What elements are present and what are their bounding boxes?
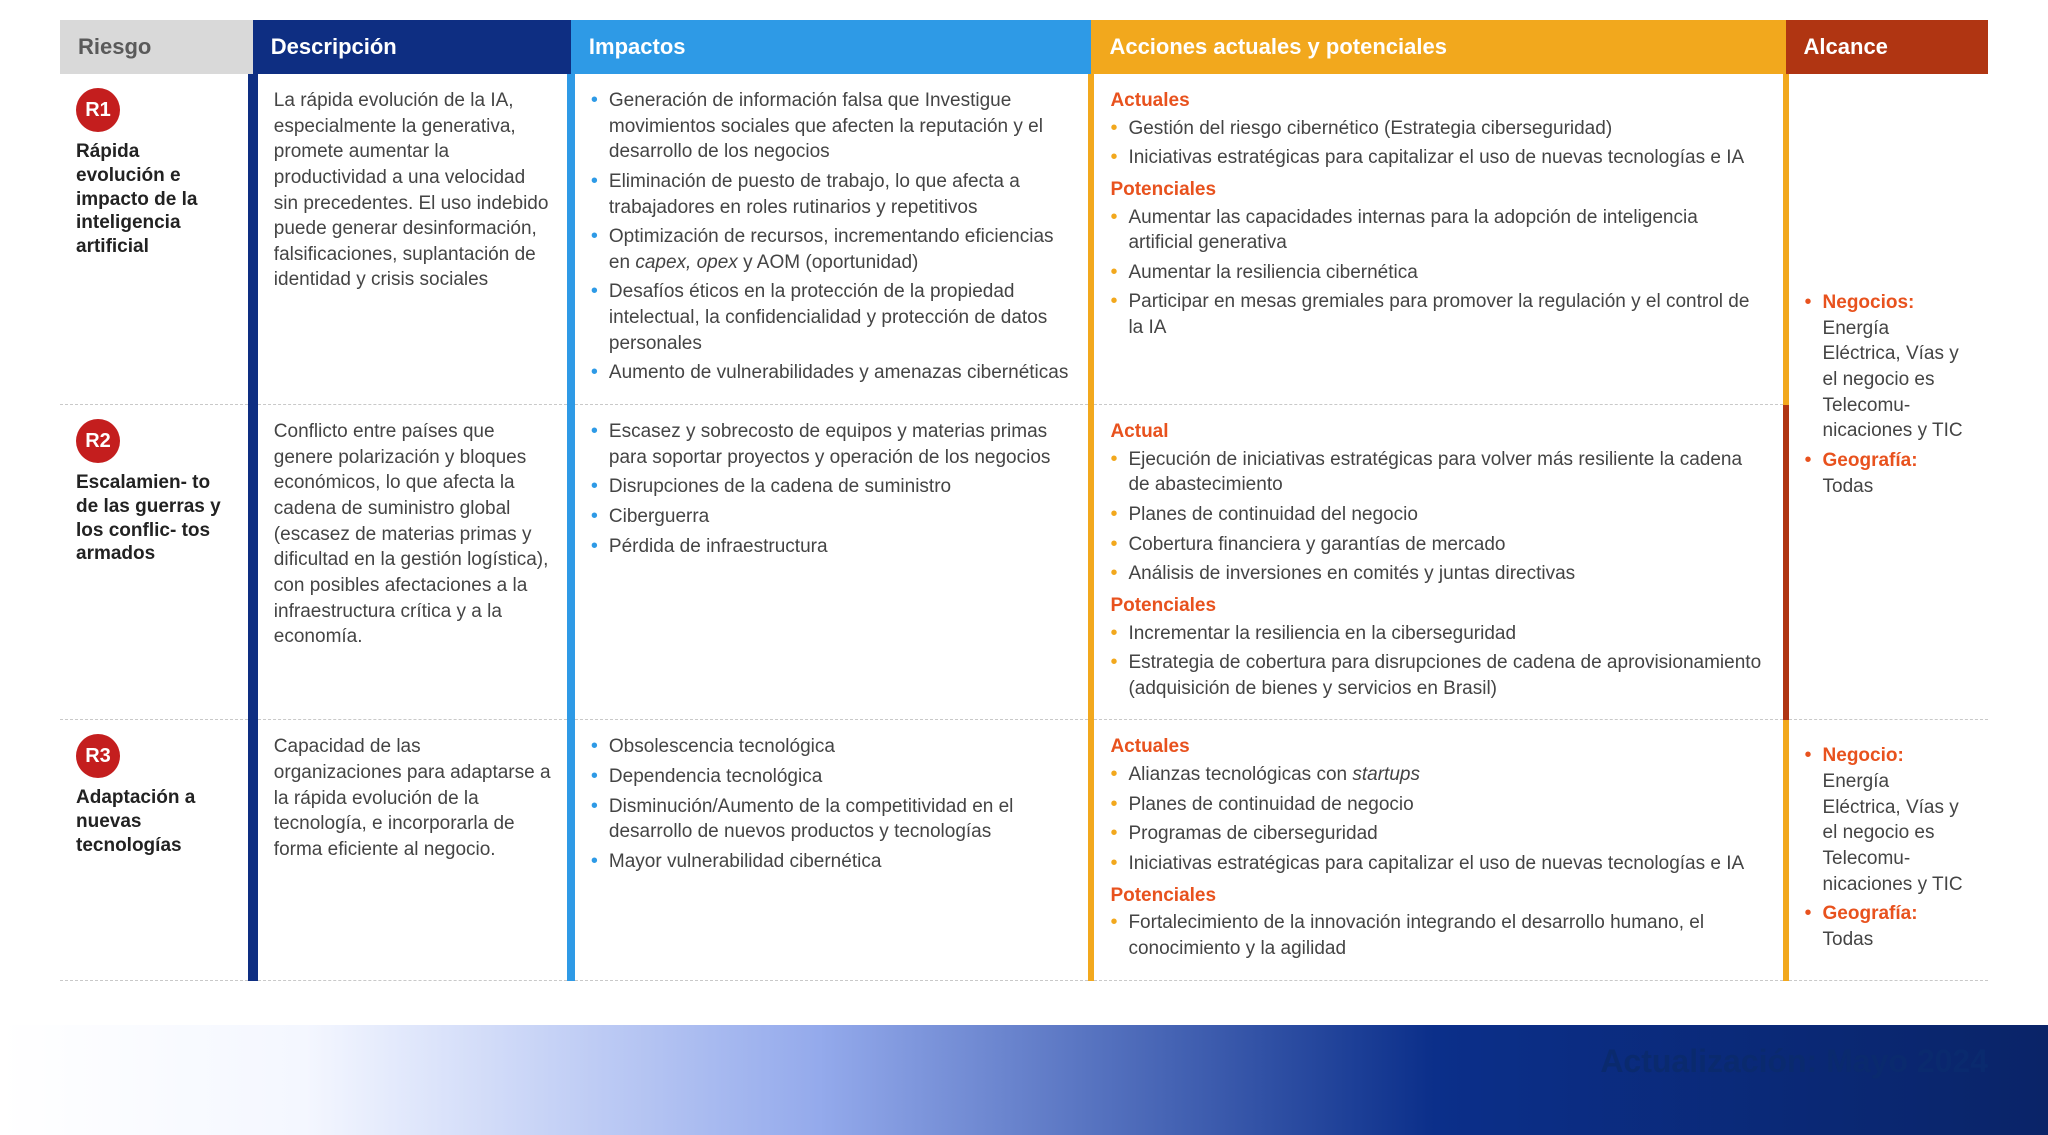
risk-badge: R3 xyxy=(76,734,120,778)
list-item: Fortalecimiento de la innovación integra… xyxy=(1110,910,1766,961)
riesgo-cell: R1 Rápida evolución e impacto de la intel… xyxy=(60,74,253,405)
alcance-cell: Negocio: Energía Eléctrica, Vías y el neg… xyxy=(1786,720,1988,980)
list-item: Obsolescencia tecnológica xyxy=(591,734,1073,760)
acciones-subhead: Actual xyxy=(1110,419,1766,445)
impactos-list: Escasez y sobrecosto de equipos y materi… xyxy=(591,419,1073,559)
risk-title: Adaptación a nuevas tecnologías xyxy=(76,786,232,857)
descripcion-cell: Conflicto entre países que genere polari… xyxy=(253,405,571,720)
list-item: Planes de continuidad del negocio xyxy=(1110,502,1766,528)
acciones-list: Aumentar las capacidades internas para l… xyxy=(1110,205,1766,341)
list-item: Estrategia de cobertura para disrupcione… xyxy=(1110,650,1766,701)
header-descripcion: Descripción xyxy=(253,20,571,74)
risk-title: Rápida evolución e impacto de la intelig… xyxy=(76,140,232,259)
list-item: Iniciativas estratégicas para capitaliza… xyxy=(1110,145,1766,171)
riesgo-cell: R2 Escalamien- to de las guerras y los co… xyxy=(60,405,253,720)
list-item: Participar en mesas gremiales para promo… xyxy=(1110,289,1766,340)
list-item: Aumentar la resiliencia cibernética xyxy=(1110,260,1766,286)
alcance-value: Todas xyxy=(1823,927,1972,953)
impactos-list: Obsolescencia tecnológica Dependencia tec… xyxy=(591,734,1073,874)
alcance-list: Negocio: Energía Eléctrica, Vías y el neg… xyxy=(1805,743,1972,952)
list-item: Ejecución de iniciativas estratégicas pa… xyxy=(1110,447,1766,498)
page-container: Riesgo Descripción Impactos Acciones act… xyxy=(0,0,2048,981)
list-item: Análisis de inversiones en comités y jun… xyxy=(1110,561,1766,587)
list-item: Aumento de vulnerabilidades y amenazas c… xyxy=(591,360,1073,386)
footer-gradient-bar xyxy=(0,1025,2048,1135)
alcance-key: Negocio: xyxy=(1823,745,1904,766)
impactos-cell: Escasez y sobrecosto de equipos y materi… xyxy=(571,405,1092,720)
alcance-value: Energía Eléctrica, Vías y el negocio es … xyxy=(1823,316,1972,444)
impactos-cell: Generación de información falsa que Inve… xyxy=(571,74,1092,405)
impactos-cell: Obsolescencia tecnológica Dependencia tec… xyxy=(571,720,1092,980)
list-item: Pérdida de infraestructura xyxy=(591,534,1073,560)
risk-title: Escalamien- to de las guerras y los conf… xyxy=(76,471,232,566)
acciones-subhead: Actuales xyxy=(1110,88,1766,114)
header-acciones: Acciones actuales y potenciales xyxy=(1091,20,1785,74)
alcance-list: Negocios: Energía Eléctrica, Vías y el ne… xyxy=(1805,290,1972,499)
alcance-cell: Negocios: Energía Eléctrica, Vías y el ne… xyxy=(1786,74,1988,720)
table-row: R3 Adaptación a nuevas tecnologías Capacid… xyxy=(60,720,1988,980)
acciones-cell: ActualEjecución de iniciativas estratégi… xyxy=(1091,405,1785,720)
acciones-subhead: Potenciales xyxy=(1110,883,1766,909)
alcance-key: Negocios: xyxy=(1823,292,1915,313)
acciones-subhead: Actuales xyxy=(1110,734,1766,760)
alcance-value: Energía Eléctrica, Vías y el negocio es … xyxy=(1823,769,1972,897)
list-item: Gestión del riesgo cibernético (Estrateg… xyxy=(1110,116,1766,142)
acciones-cell: ActualesAlianzas tecnológicas con startu… xyxy=(1091,720,1785,980)
risk-matrix-table: Riesgo Descripción Impactos Acciones act… xyxy=(60,20,1988,981)
risk-badge: R1 xyxy=(76,88,120,132)
alcance-value: Todas xyxy=(1823,474,1972,500)
list-item: Programas de ciberseguridad xyxy=(1110,821,1766,847)
acciones-list: Ejecución de iniciativas estratégicas pa… xyxy=(1110,447,1766,587)
header-riesgo: Riesgo xyxy=(60,20,253,74)
list-item: Cobertura financiera y garantías de merc… xyxy=(1110,532,1766,558)
alcance-key: Geografía: xyxy=(1823,450,1918,471)
acciones-list: Alianzas tecnológicas con startups Planes… xyxy=(1110,762,1766,877)
list-item: Alianzas tecnológicas con startups xyxy=(1110,762,1766,788)
list-item: Geografía: Todas xyxy=(1805,901,1972,952)
list-item: Disminución/Aumento de la competitividad… xyxy=(591,794,1073,845)
acciones-cell: ActualesGestión del riesgo cibernético (… xyxy=(1091,74,1785,405)
list-item: Optimización de recursos, incrementando … xyxy=(591,224,1073,275)
list-item: Aumentar las capacidades internas para l… xyxy=(1110,205,1766,256)
list-item: Dependencia tecnológica xyxy=(591,764,1073,790)
impactos-list: Generación de información falsa que Inve… xyxy=(591,88,1073,386)
list-item: Ciberguerra xyxy=(591,504,1073,530)
acciones-subhead: Potenciales xyxy=(1110,593,1766,619)
riesgo-cell: R3 Adaptación a nuevas tecnologías xyxy=(60,720,253,980)
table-row: R1 Rápida evolución e impacto de la intel… xyxy=(60,74,1988,405)
list-item: Mayor vulnerabilidad cibernética xyxy=(591,849,1073,875)
acciones-list: Fortalecimiento de la innovación integra… xyxy=(1110,910,1766,961)
table-row: R2 Escalamien- to de las guerras y los co… xyxy=(60,405,1988,720)
header-alcance: Alcance xyxy=(1786,20,1988,74)
list-item: Incrementar la resiliencia en la ciberse… xyxy=(1110,621,1766,647)
list-item: Iniciativas estratégicas para capitaliza… xyxy=(1110,851,1766,877)
alcance-key: Geografía: xyxy=(1823,903,1918,924)
list-item: Negocio: Energía Eléctrica, Vías y el neg… xyxy=(1805,743,1972,897)
list-item: Generación de información falsa que Inve… xyxy=(591,88,1073,165)
acciones-list: Incrementar la resiliencia en la ciberse… xyxy=(1110,621,1766,702)
list-item: Disrupciones de la cadena de suministro xyxy=(591,474,1073,500)
descripcion-cell: Capacidad de las organizaciones para ada… xyxy=(253,720,571,980)
risk-badge: R2 xyxy=(76,419,120,463)
list-item: Desafíos éticos en la protección de la p… xyxy=(591,279,1073,356)
descripcion-cell: La rápida evolución de la IA, especialme… xyxy=(253,74,571,405)
table-header-row: Riesgo Descripción Impactos Acciones act… xyxy=(60,20,1988,74)
list-item: Negocios: Energía Eléctrica, Vías y el ne… xyxy=(1805,290,1972,444)
acciones-subhead: Potenciales xyxy=(1110,177,1766,203)
header-impactos: Impactos xyxy=(571,20,1092,74)
acciones-list: Gestión del riesgo cibernético (Estrateg… xyxy=(1110,116,1766,171)
list-item: Eliminación de puesto de trabajo, lo que… xyxy=(591,169,1073,220)
list-item: Geografía: Todas xyxy=(1805,448,1972,499)
list-item: Escasez y sobrecosto de equipos y materi… xyxy=(591,419,1073,470)
list-item: Planes de continuidad de negocio xyxy=(1110,792,1766,818)
footer-update-text: Actualización: Mayo 2024 xyxy=(1600,1043,1988,1080)
